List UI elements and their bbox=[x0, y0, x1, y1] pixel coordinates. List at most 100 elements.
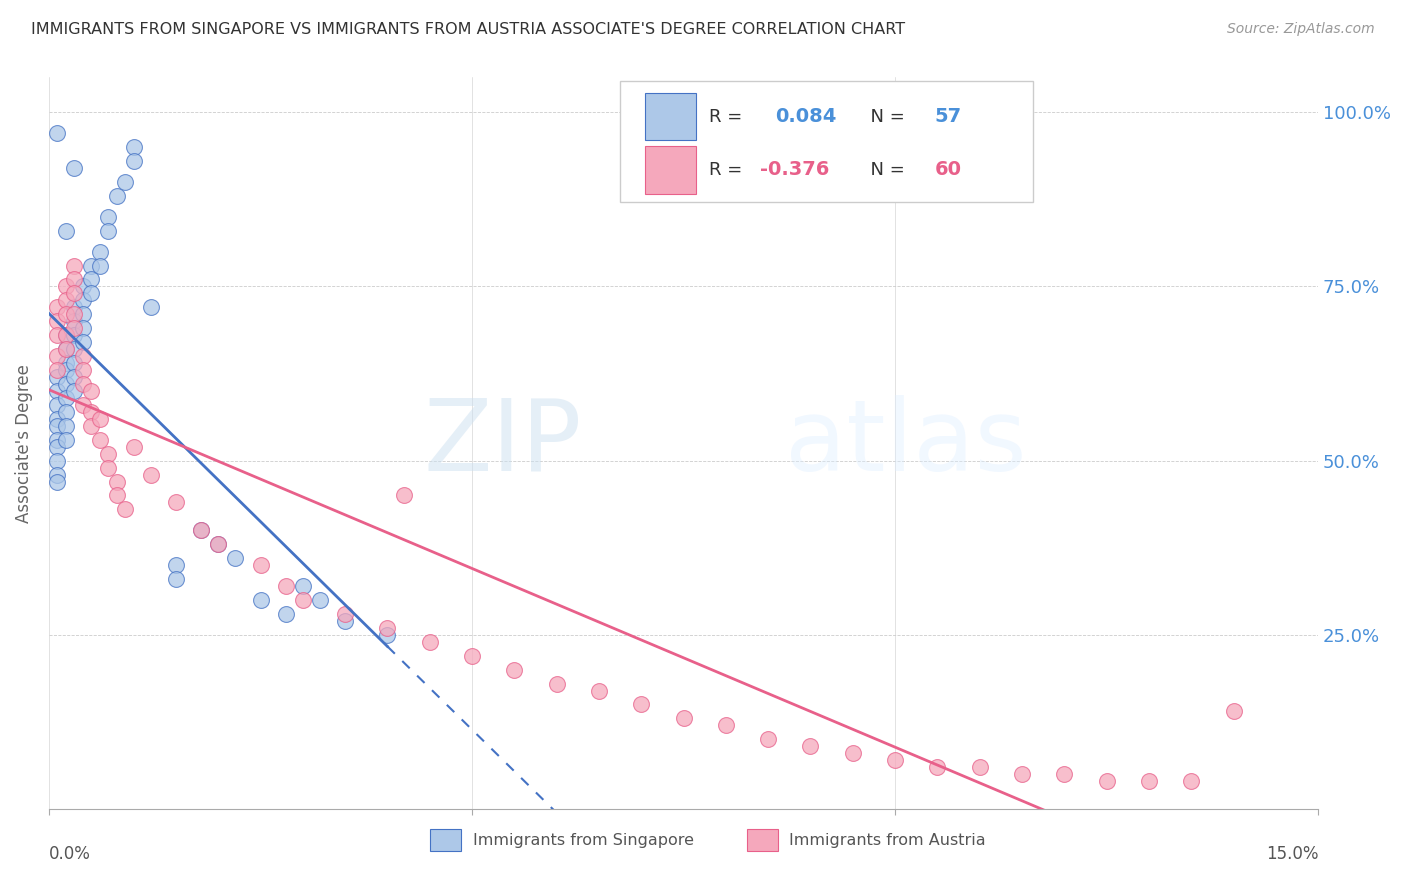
Point bbox=[46, 453, 69, 467]
Point bbox=[80, 405, 103, 419]
Point bbox=[63, 384, 86, 398]
Point bbox=[190, 524, 212, 538]
Point bbox=[63, 259, 86, 273]
Point bbox=[72, 398, 94, 412]
Text: Immigrants from Singapore: Immigrants from Singapore bbox=[472, 833, 693, 847]
Text: 0.084: 0.084 bbox=[775, 107, 837, 126]
Point bbox=[55, 342, 77, 356]
Point bbox=[333, 614, 356, 628]
Point bbox=[89, 412, 111, 426]
Point bbox=[588, 683, 610, 698]
Point bbox=[672, 711, 695, 725]
Point bbox=[139, 301, 162, 315]
Point bbox=[55, 224, 77, 238]
Point bbox=[165, 558, 187, 573]
Point bbox=[63, 342, 86, 356]
Y-axis label: Associate's Degree: Associate's Degree bbox=[15, 364, 32, 523]
Point bbox=[63, 314, 86, 328]
Point bbox=[274, 579, 297, 593]
Point bbox=[207, 537, 229, 551]
Point bbox=[139, 467, 162, 482]
Point bbox=[46, 418, 69, 433]
Point bbox=[46, 370, 69, 384]
Text: 60: 60 bbox=[935, 161, 962, 179]
Text: 0.0%: 0.0% bbox=[49, 845, 91, 863]
Point bbox=[377, 621, 399, 635]
Text: Source: ZipAtlas.com: Source: ZipAtlas.com bbox=[1227, 22, 1375, 37]
Point bbox=[799, 739, 821, 754]
Point bbox=[46, 301, 69, 315]
Point bbox=[122, 140, 145, 154]
Point bbox=[46, 475, 69, 489]
Point bbox=[89, 433, 111, 447]
Text: R =: R = bbox=[709, 108, 748, 126]
Point bbox=[63, 328, 86, 343]
Text: N =: N = bbox=[859, 161, 910, 178]
Point bbox=[55, 328, 77, 343]
Point bbox=[89, 244, 111, 259]
Point bbox=[274, 607, 297, 621]
Point bbox=[377, 628, 399, 642]
Text: Immigrants from Austria: Immigrants from Austria bbox=[789, 833, 986, 847]
Point bbox=[122, 440, 145, 454]
Point bbox=[190, 524, 212, 538]
Point bbox=[714, 718, 737, 732]
Point bbox=[55, 307, 77, 321]
Point bbox=[165, 495, 187, 509]
Point bbox=[114, 175, 136, 189]
Point bbox=[80, 272, 103, 286]
Point bbox=[63, 356, 86, 370]
Point bbox=[46, 384, 69, 398]
Point bbox=[55, 328, 77, 343]
Point bbox=[55, 279, 77, 293]
Point bbox=[105, 475, 128, 489]
Point bbox=[291, 593, 314, 607]
Point bbox=[63, 272, 86, 286]
Point bbox=[207, 537, 229, 551]
Point bbox=[333, 607, 356, 621]
Point bbox=[249, 593, 271, 607]
Point bbox=[756, 732, 779, 747]
Point bbox=[55, 342, 77, 356]
Text: 57: 57 bbox=[935, 107, 962, 126]
Bar bbox=[645, 146, 696, 194]
Text: -0.376: -0.376 bbox=[759, 161, 830, 179]
Point bbox=[969, 760, 991, 774]
Point bbox=[72, 307, 94, 321]
Text: N =: N = bbox=[859, 108, 910, 126]
Point bbox=[46, 412, 69, 426]
Point bbox=[55, 376, 77, 391]
Point bbox=[122, 154, 145, 169]
Point bbox=[46, 328, 69, 343]
Point bbox=[884, 753, 907, 767]
Text: IMMIGRANTS FROM SINGAPORE VS IMMIGRANTS FROM AUSTRIA ASSOCIATE'S DEGREE CORRELAT: IMMIGRANTS FROM SINGAPORE VS IMMIGRANTS … bbox=[31, 22, 905, 37]
Point bbox=[927, 760, 949, 774]
Point bbox=[80, 418, 103, 433]
Point bbox=[46, 440, 69, 454]
Point bbox=[72, 335, 94, 350]
Point bbox=[63, 286, 86, 301]
Point bbox=[1053, 767, 1076, 781]
Point bbox=[55, 405, 77, 419]
Point bbox=[1011, 767, 1033, 781]
Point bbox=[114, 502, 136, 516]
Point bbox=[72, 321, 94, 335]
Point bbox=[1180, 774, 1202, 789]
Point bbox=[97, 210, 120, 224]
Point bbox=[630, 698, 652, 712]
Point bbox=[46, 398, 69, 412]
Point bbox=[63, 161, 86, 175]
Point bbox=[55, 293, 77, 308]
Point bbox=[55, 363, 77, 377]
Point bbox=[224, 551, 246, 566]
Point bbox=[46, 314, 69, 328]
Bar bbox=[645, 93, 696, 140]
Point bbox=[46, 467, 69, 482]
Text: R =: R = bbox=[709, 161, 748, 178]
Point bbox=[97, 460, 120, 475]
Point bbox=[46, 363, 69, 377]
FancyBboxPatch shape bbox=[620, 81, 1032, 202]
Point bbox=[63, 321, 86, 335]
Point bbox=[72, 279, 94, 293]
Point bbox=[46, 433, 69, 447]
